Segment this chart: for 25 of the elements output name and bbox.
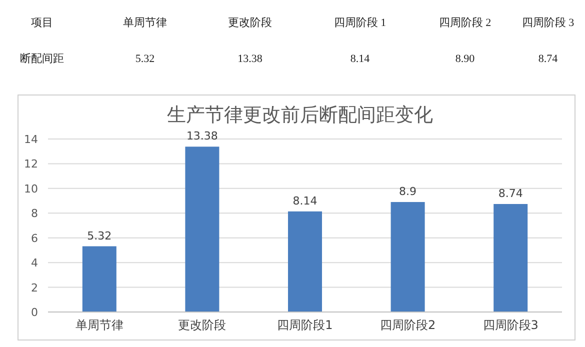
- x-tick-label: 四周阶段3: [482, 318, 538, 332]
- y-tick-label: 2: [31, 281, 38, 294]
- bar: [390, 202, 425, 312]
- data-label: 8.14: [292, 194, 318, 208]
- bar: [494, 204, 528, 312]
- bar: [288, 211, 322, 312]
- y-tick-label: 8: [31, 207, 38, 220]
- data-label: 8.74: [498, 187, 523, 200]
- data-label: 13.38: [186, 130, 218, 143]
- y-tick-label: 10: [24, 182, 38, 196]
- data-label: 8.9: [399, 185, 417, 198]
- y-tick-label: 12: [24, 158, 38, 171]
- x-tick-label: 更改阶段: [178, 318, 226, 332]
- bar: [82, 246, 116, 312]
- x-tick-label: 四周阶段2: [380, 318, 436, 332]
- table: 项目 单周节律 更改阶段 四周阶段 1 四周阶段 2 四周阶段 3 断配间距 5.32 13.38 8.14 8.90 8.74: [20, 17, 574, 65]
- data-label: 5.32: [87, 229, 112, 242]
- bar: [185, 146, 220, 312]
- x-tick-label: 单周节律: [75, 318, 124, 332]
- chart-title: 生产节律更改前后断配间距变化: [167, 104, 433, 126]
- y-tick-label: 0: [31, 306, 38, 319]
- x-tick-label: 四周阶段1: [277, 318, 333, 332]
- y-tick-label: 6: [31, 232, 38, 245]
- y-tick-label: 14: [24, 133, 38, 146]
- y-tick-label: 4: [31, 256, 38, 270]
